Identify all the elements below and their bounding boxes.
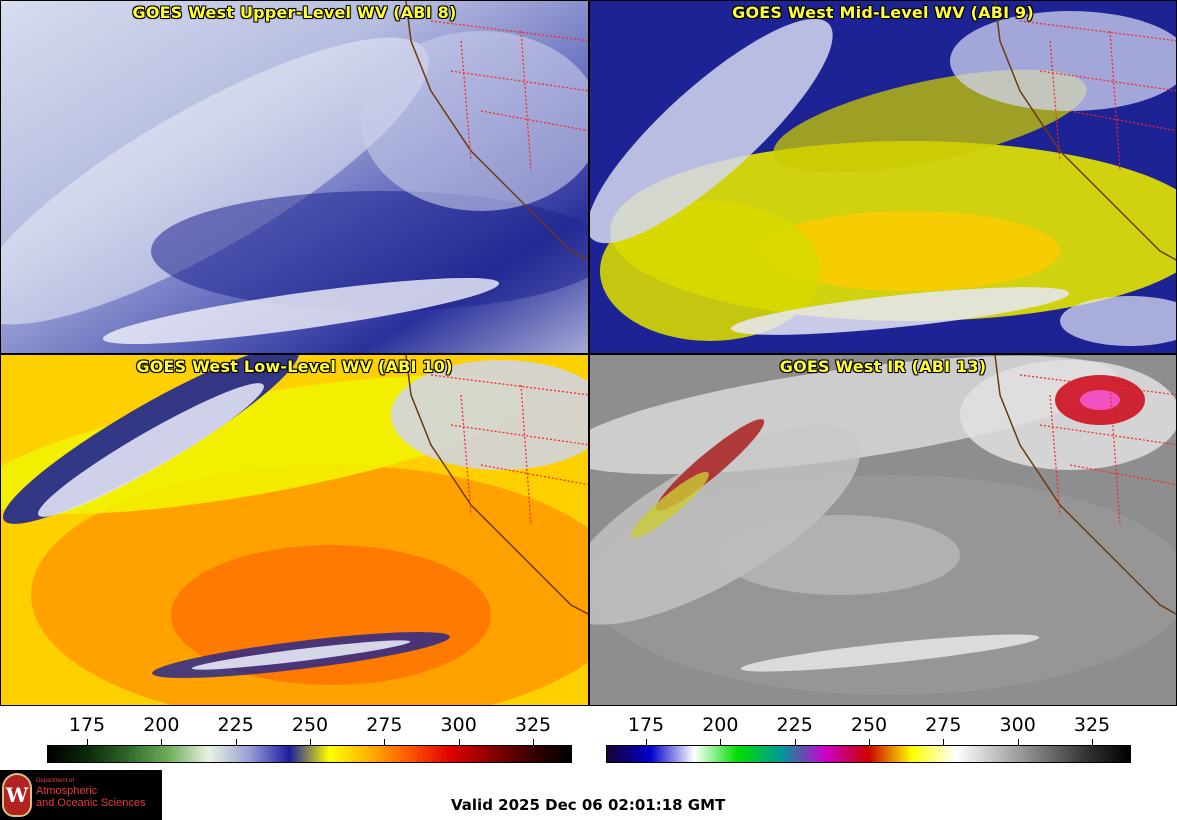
aos-logo[interactable]: W Department of Atmospheric and Oceanic …: [0, 770, 162, 820]
low-level-wv-image: [1, 355, 588, 705]
tick-label: 325: [514, 714, 552, 736]
panel-title: GOES West Upper-Level WV (ABI 8): [132, 3, 457, 22]
tick-label: 275: [366, 714, 403, 736]
tick-label: 275: [925, 714, 962, 736]
tick-label: 250: [291, 714, 329, 736]
mid-level-wv-image: [590, 1, 1176, 353]
tick-mark: [310, 739, 311, 745]
tick-mark: [794, 739, 796, 745]
logo-text: Department of Atmospheric and Oceanic Sc…: [36, 778, 145, 809]
tick-label: 250: [850, 714, 888, 736]
tick-label: 225: [776, 714, 813, 736]
panel-upper-level-wv: GOES West Upper-Level WV (ABI 8): [0, 0, 589, 354]
tick-label: 300: [999, 714, 1036, 736]
tick-mark: [235, 739, 237, 745]
panel-title: GOES West Mid-Level WV (ABI 9): [732, 3, 1034, 22]
logo-dept: Department of: [36, 778, 75, 784]
tick-mark: [1017, 739, 1019, 745]
water-vapor-colorbar: 175 200 225 250 275 300 325: [47, 710, 572, 770]
tick-mark: [458, 739, 460, 745]
panel-mid-level-wv: GOES West Mid-Level WV (ABI 9): [589, 0, 1177, 354]
tick-label: 175: [627, 714, 665, 736]
panel-title: GOES West IR (ABI 13): [779, 357, 987, 376]
tick-label: 175: [68, 714, 106, 736]
logo-line1: Atmospheric: [36, 785, 98, 797]
colorbar-gradient: [606, 745, 1131, 763]
ir-colorbar: 175 200 225 250 275 300 325: [606, 710, 1131, 770]
tick-mark: [161, 739, 163, 745]
panel-low-level-wv: GOES West Low-Level WV (ABI 10): [0, 354, 589, 706]
tick-mark: [943, 739, 945, 745]
ir-image: [590, 355, 1176, 705]
tick-mark: [384, 739, 386, 745]
tick-mark: [720, 739, 722, 745]
colorbar-gradient: [47, 745, 572, 763]
upper-level-wv-image: [1, 1, 588, 353]
panel-title: GOES West Low-Level WV (ABI 10): [136, 357, 453, 376]
uw-seal-icon: W: [2, 773, 32, 817]
colorbar-ticks: 175 200 225 250 275 300 325: [47, 710, 572, 750]
tick-mark: [1092, 739, 1093, 745]
colorbar-ticks: 175 200 225 250 275 300 325: [606, 710, 1131, 750]
tick-mark: [869, 739, 870, 745]
tick-label: 200: [143, 714, 180, 736]
tick-label: 300: [440, 714, 477, 736]
tick-mark: [533, 739, 534, 745]
valid-time: Valid 2025 Dec 06 02:01:18 GMT: [451, 796, 726, 814]
panel-ir: GOES West IR (ABI 13): [589, 354, 1177, 706]
tick-label: 200: [702, 714, 739, 736]
logo-line2: and Oceanic Sciences: [36, 797, 146, 809]
tick-label: 225: [217, 714, 254, 736]
tick-mark: [646, 739, 647, 745]
tick-mark: [87, 739, 88, 745]
tick-label: 325: [1073, 714, 1111, 736]
